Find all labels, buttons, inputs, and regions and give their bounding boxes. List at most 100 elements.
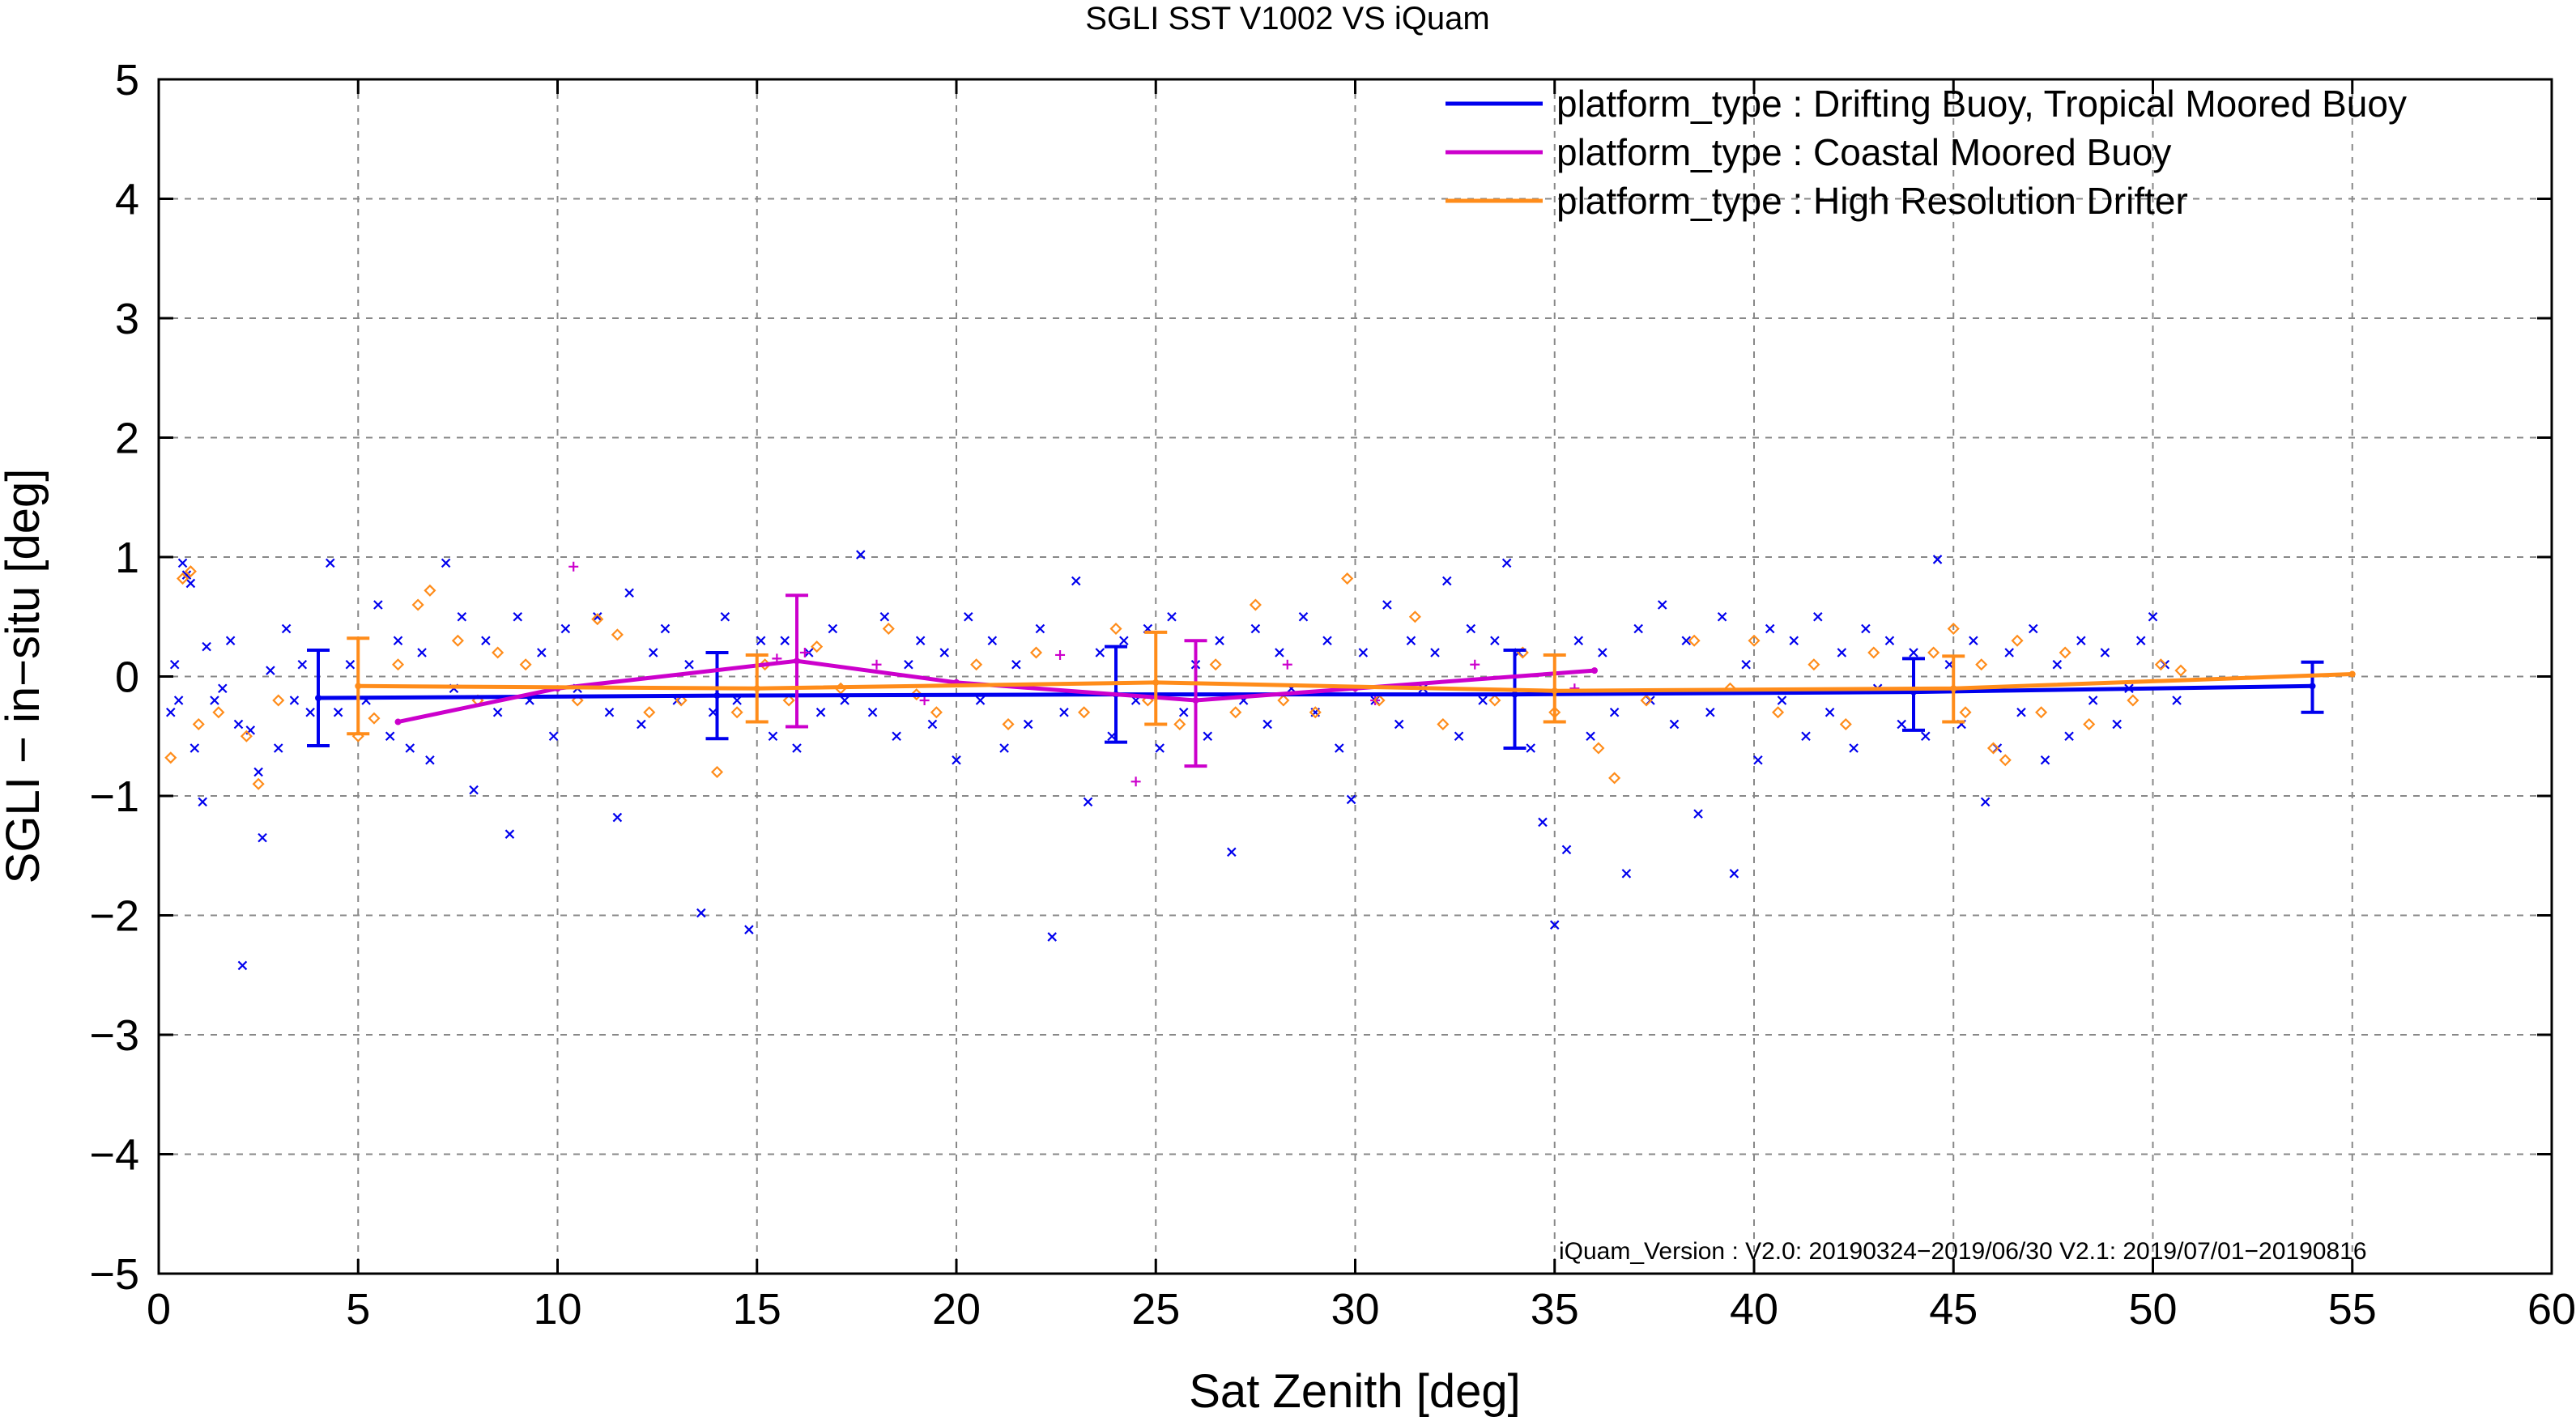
data-point-drifting-buoy	[1538, 817, 1548, 827]
data-point-drifting-buoy	[1526, 743, 1535, 753]
data-point-hr-drifter	[782, 694, 795, 707]
x-tick-label: 15	[733, 1285, 781, 1334]
data-point-hr-drifter	[2083, 717, 2096, 731]
data-point-drifting-buoy	[537, 648, 547, 657]
y-tick-label: −1	[89, 772, 139, 821]
data-point-drifting-buoy	[780, 636, 790, 646]
mean-point-2	[1152, 679, 1160, 686]
data-point-drifting-buoy	[1250, 623, 1261, 634]
data-point-coastal-buoy	[1130, 776, 1141, 787]
data-point-hr-drifter	[1173, 717, 1186, 731]
data-point-hr-drifter	[272, 694, 285, 707]
y-tick-label: −3	[89, 1011, 139, 1060]
series-line-0	[317, 683, 2313, 700]
data-point-drifting-buoy	[289, 696, 300, 705]
data-point-hr-drifter	[240, 730, 253, 742]
data-point-hr-drifter	[252, 777, 265, 790]
data-point-drifting-buoy	[345, 659, 356, 670]
y-tick-label: −4	[89, 1131, 139, 1180]
data-point-drifting-buoy	[1298, 611, 1309, 622]
data-point-drifting-buoy	[2064, 731, 2074, 742]
data-point-drifting-buoy	[612, 812, 623, 823]
data-point-hr-drifter	[930, 706, 943, 719]
legend-label-1: platform_type : Coastal Moored Buoy	[1556, 131, 2171, 173]
data-point-drifting-buoy	[1011, 659, 1021, 670]
error-bar-0	[1503, 649, 1526, 750]
data-point-hr-drifter	[176, 572, 189, 585]
legend-label-0: platform_type : Drifting Buoy, Tropical …	[1556, 83, 2407, 125]
data-point-hr-drifter	[519, 658, 532, 671]
data-point-drifting-buoy	[2004, 648, 2014, 657]
data-point-hr-drifter	[492, 646, 505, 659]
y-tick-label: 1	[115, 534, 139, 582]
data-point-drifting-buoy	[1598, 648, 1607, 657]
x-axis-label: Sat Zenith [deg]	[1189, 1365, 1520, 1418]
data-point-drifting-buoy	[1741, 659, 1751, 670]
data-point-drifting-buoy	[1633, 623, 1643, 634]
series-lines	[307, 594, 2356, 768]
data-point-drifting-buoy	[1657, 600, 1667, 610]
x-tick-label: 5	[346, 1285, 370, 1334]
data-point-drifting-buoy	[1346, 794, 1356, 805]
data-point-drifting-buoy	[2100, 648, 2110, 657]
data-point-hr-drifter	[730, 706, 743, 719]
data-point-drifting-buoy	[333, 707, 343, 717]
data-point-drifting-buoy	[732, 696, 742, 705]
data-point-hr-drifter	[164, 751, 177, 764]
data-point-hr-drifter	[611, 628, 624, 641]
data-point-hr-drifter	[1341, 572, 1354, 585]
data-point-drifting-buoy	[2016, 707, 2026, 717]
data-point-hr-drifter	[192, 717, 205, 731]
mean-point-2	[355, 683, 362, 690]
iquam-version-note: iQuam_Version : V2.0: 20190324−2019/06/3…	[1559, 1238, 2367, 1265]
data-point-drifting-buoy	[281, 623, 292, 634]
data-point-drifting-buoy	[1693, 809, 1703, 819]
data-point-drifting-buoy	[1023, 719, 1033, 730]
data-point-drifting-buoy	[720, 611, 730, 622]
data-point-hr-drifter	[451, 634, 464, 647]
data-point-drifting-buoy	[1729, 869, 1739, 879]
data-point-hr-drifter	[571, 694, 584, 707]
data-point-hr-drifter	[1408, 611, 1421, 623]
data-point-hr-drifter	[1229, 706, 1242, 719]
data-point-drifting-buoy	[210, 696, 219, 705]
scatter-points	[164, 550, 2187, 971]
data-point-hr-drifter	[1277, 694, 1290, 707]
data-point-drifting-buoy	[1849, 743, 1859, 753]
data-point-drifting-buoy	[684, 659, 694, 670]
data-point-hr-drifter	[811, 640, 824, 653]
y-axis-label: SGLI − in−situ [deg]	[0, 469, 49, 884]
data-point-drifting-buoy	[325, 558, 335, 568]
data-point-hr-drifter	[1209, 658, 1222, 671]
data-point-drifting-buoy	[189, 743, 200, 753]
data-point-drifting-buoy	[1358, 648, 1369, 657]
data-point-drifting-buoy	[1621, 869, 1632, 879]
data-point-drifting-buoy	[904, 659, 913, 670]
data-point-drifting-buoy	[1501, 558, 1512, 568]
data-point-drifting-buoy	[1824, 707, 1835, 717]
data-point-drifting-buoy	[165, 707, 176, 717]
data-point-drifting-buoy	[1884, 636, 1895, 646]
data-point-drifting-buoy	[266, 666, 275, 675]
data-point-drifting-buoy	[1813, 611, 1823, 622]
data-point-drifting-buoy	[2172, 696, 2182, 705]
mean-point-1	[794, 657, 800, 665]
data-point-drifting-buoy	[999, 743, 1009, 753]
data-point-hr-drifter	[1373, 694, 1386, 707]
data-point-hr-drifter	[1078, 706, 1091, 719]
y-tick-label: 2	[115, 415, 139, 463]
data-point-hr-drifter	[1927, 646, 1940, 659]
data-point-drifting-buoy	[2112, 719, 2122, 730]
data-point-drifting-buoy	[1765, 623, 1775, 634]
data-point-drifting-buoy	[198, 797, 207, 807]
data-point-drifting-buoy	[1227, 847, 1237, 857]
data-point-hr-drifter	[1975, 658, 1988, 671]
data-point-hr-drifter	[1867, 646, 1880, 659]
y-tick-label: −2	[89, 892, 139, 941]
x-tick-label: 50	[2128, 1285, 2177, 1334]
data-point-drifting-buoy	[1681, 636, 1692, 646]
data-point-drifting-buoy	[305, 707, 315, 717]
data-point-drifting-buoy	[513, 611, 523, 622]
data-point-drifting-buoy	[952, 755, 961, 765]
